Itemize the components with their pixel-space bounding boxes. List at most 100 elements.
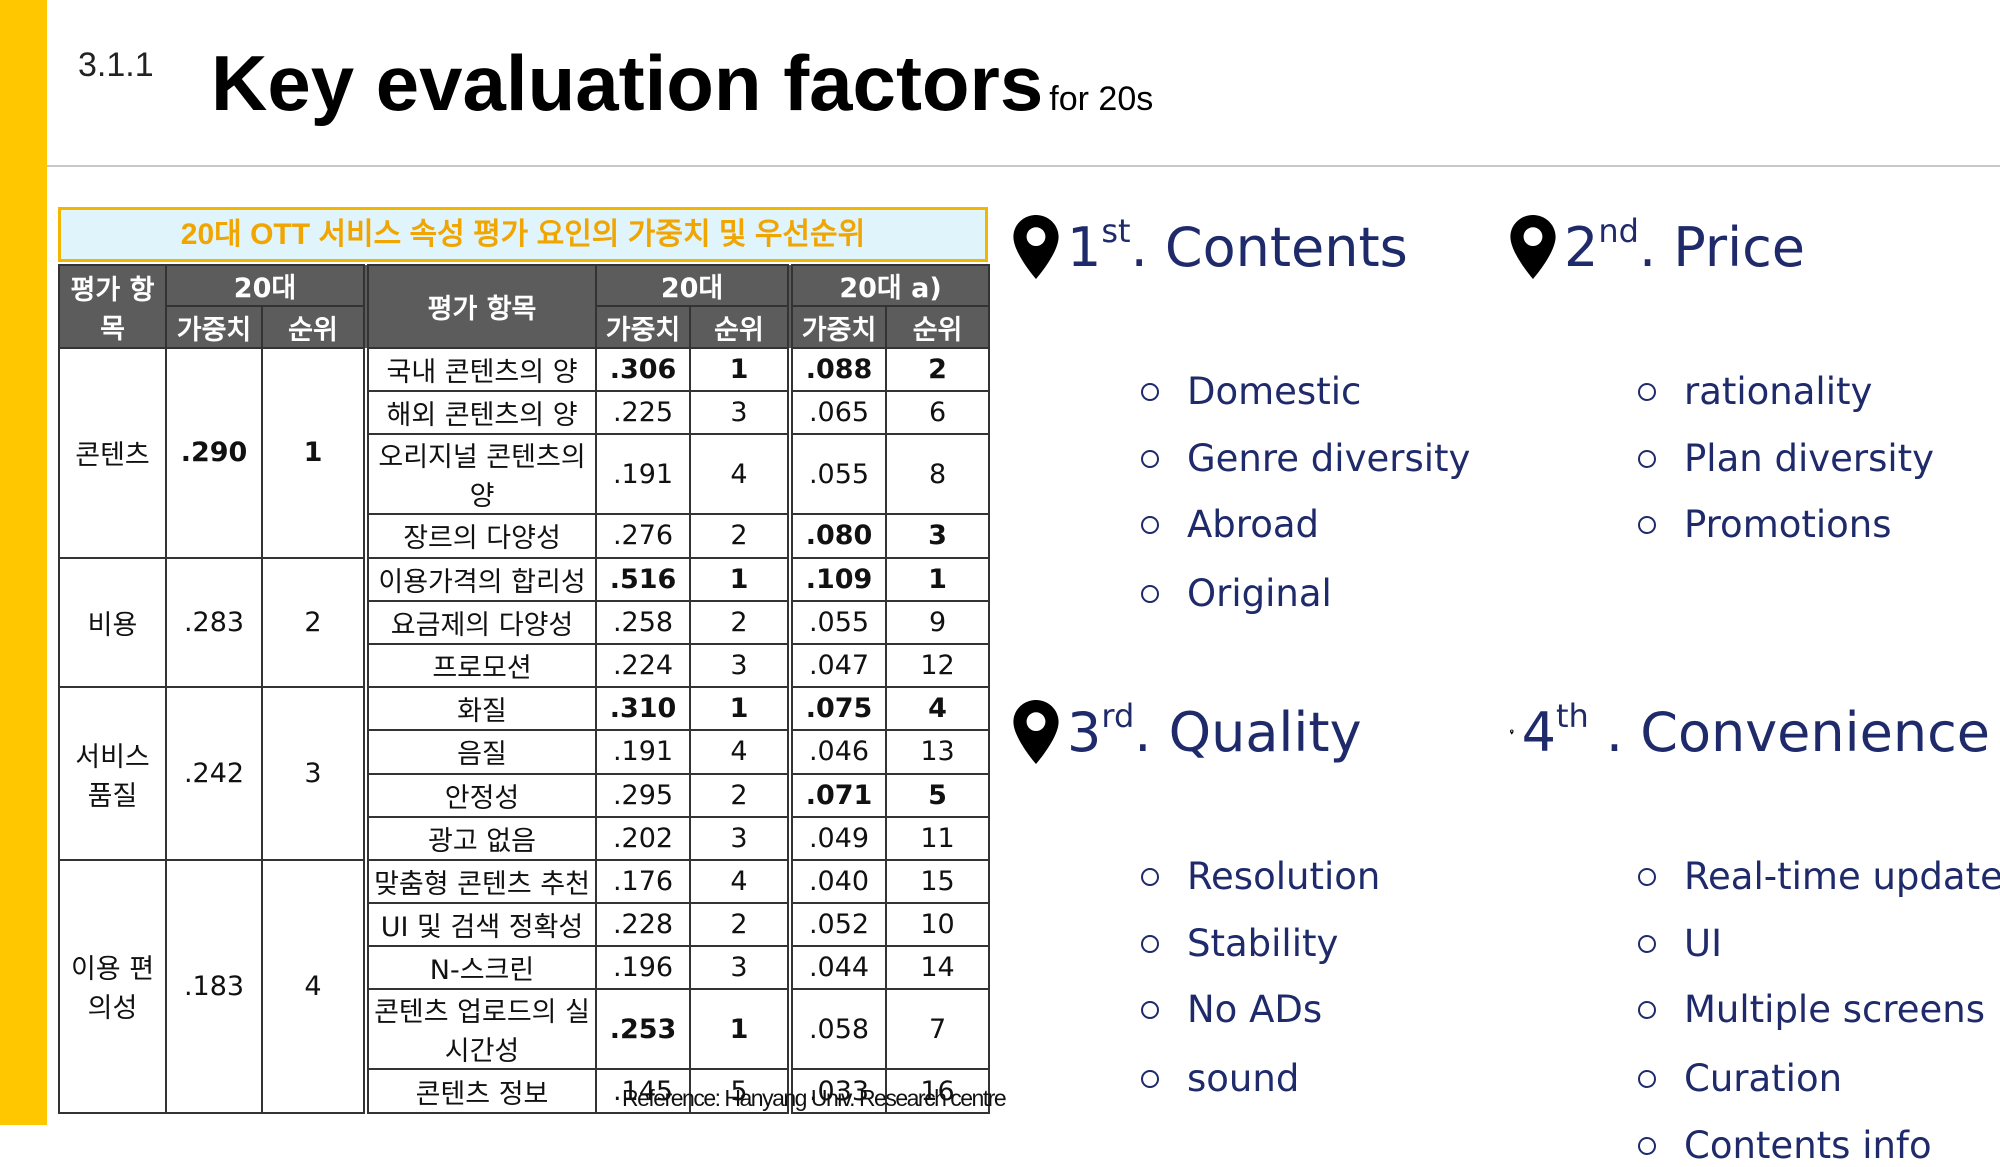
item-name: 오리지널 콘텐츠의 양 [363, 433, 598, 516]
hollow-circle-bullet-icon [1638, 382, 1656, 401]
item-weight: .276 [595, 513, 692, 559]
table-caption: 20대 OTT 서비스 속성 평가 요인의 가중치 및 우선순위 [58, 207, 988, 262]
item-global-rank: 11 [885, 815, 991, 861]
item-global-rank: 1 [885, 556, 991, 602]
item-global-weight: .055 [787, 599, 888, 645]
table-row: 음질 .191 4 .046 13 [59, 729, 991, 775]
item-name: N-스크린 [363, 945, 598, 991]
item-global-weight: .088 [787, 346, 888, 393]
group-name: 서비스 품질 [58, 686, 167, 861]
item-rank: 1 [689, 346, 792, 393]
hollow-circle-bullet-icon [1141, 584, 1159, 603]
list-item: UI [1638, 922, 1722, 965]
factor-price: 2nd. Price rationality Plan diversity Pr… [1510, 211, 1990, 546]
item-weight: .191 [595, 433, 692, 516]
item-global-weight: .109 [787, 556, 888, 602]
group-weight: .183 [165, 858, 263, 1114]
item-weight: .196 [595, 945, 692, 991]
list-item-label: Multiple screens [1684, 988, 1986, 1031]
list-item-label: Original [1187, 572, 1332, 615]
item-global-weight: .040 [787, 858, 888, 905]
factor-title: 3rd. Quality [1067, 697, 1362, 764]
group-rank: 1 [260, 347, 368, 559]
rank-number: 2 [1564, 215, 1599, 279]
item-global-rank: 8 [885, 433, 991, 516]
table-row: 안정성 .295 2 .071 5 [59, 772, 991, 818]
group-name: 비용 [58, 556, 167, 689]
item-name: 화질 [363, 686, 598, 732]
list-item-label: Abroad [1187, 503, 1319, 546]
hollow-circle-bullet-icon [1638, 449, 1656, 468]
item-rank: 2 [689, 599, 792, 645]
table-row: 요금제의 다양성 .258 2 .055 9 [59, 599, 991, 645]
rank-suffix: nd [1598, 211, 1639, 250]
rank-suffix: st [1101, 211, 1131, 250]
item-global-weight: .052 [787, 902, 888, 948]
table-row: UI 및 검색 정확성 .228 2 .052 10 [59, 902, 991, 948]
list-item: Domestic [1141, 370, 1361, 413]
table-row: N-스크린 .196 3 .044 14 [59, 945, 991, 991]
list-item-label: Plan diversity [1684, 437, 1935, 480]
list-item-label: sound [1187, 1057, 1300, 1100]
list-item-label: Real-time update [1684, 855, 2000, 898]
item-rank: 1 [689, 988, 792, 1071]
item-weight: .191 [595, 729, 692, 775]
table-row: 해외 콘텐츠의 양 .225 3 .065 6 [59, 390, 991, 436]
list-item-label: Contents info [1684, 1124, 1932, 1167]
hollow-circle-bullet-icon [1638, 867, 1656, 886]
group-weight: .283 [165, 556, 263, 689]
factor-contents: 1st. Contents Domestic Genre diversity A… [1013, 212, 1493, 615]
group-name: 이용 편의성 [58, 858, 167, 1114]
item-global-weight: .065 [787, 390, 888, 436]
item-name: 해외 콘텐츠의 양 [363, 390, 598, 436]
item-rank: 5 [689, 1068, 792, 1114]
list-item-label: Domestic [1187, 370, 1362, 413]
item-rank: 3 [689, 945, 792, 991]
table-row: 장르의 다양성 .276 2 .080 3 [59, 513, 991, 559]
rank-number: 3 [1067, 700, 1102, 764]
section-number: 3.1.1 [78, 46, 154, 84]
header-group-b: 20대 [595, 264, 792, 307]
factor-heading: 1st. Contents [1013, 212, 1493, 282]
table-row: 콘텐츠 업로드의 실시간성 .253 1 .058 7 [59, 988, 991, 1071]
rank-number: 4 [1521, 700, 1556, 764]
item-global-rank: 15 [885, 858, 991, 905]
item-rank: 2 [689, 772, 792, 818]
evaluation-table-panel: 20대 OTT 서비스 속성 평가 요인의 가중치 및 우선순위 평가 항목 2… [58, 207, 991, 1114]
item-name: 콘텐츠 정보 [363, 1068, 598, 1114]
group-rank: 3 [260, 686, 368, 861]
item-name: 안정성 [363, 772, 598, 818]
item-weight: .516 [595, 556, 692, 602]
factor-title: 4th . Convenience [1521, 697, 1990, 764]
list-item-label: No ADs [1187, 988, 1323, 1031]
hollow-circle-bullet-icon [1141, 449, 1159, 468]
factor-label: . Price [1638, 215, 1806, 279]
item-global-weight: .071 [787, 772, 888, 818]
item-name: 국내 콘텐츠의 양 [363, 346, 598, 393]
reference-note: Reference: Hanyang Univ. Research centre [622, 1085, 1007, 1111]
item-rank: 1 [689, 556, 792, 602]
group-weight: .242 [165, 686, 263, 861]
item-global-rank: 16 [885, 1068, 991, 1114]
header-divider [47, 165, 2000, 167]
item-rank: 2 [689, 513, 792, 559]
item-global-rank: 13 [885, 729, 991, 775]
item-global-rank: 3 [885, 513, 991, 559]
item-weight: .258 [595, 599, 692, 645]
list-item-label: Curation [1684, 1057, 1843, 1100]
factor-convenience: 4th . Convenience Real-time update UI Mu… [1510, 697, 2000, 1167]
item-rank: 4 [689, 433, 792, 516]
header-weight-c: 가중치 [787, 305, 888, 349]
factor-heading: 4th . Convenience [1510, 697, 1990, 767]
item-global-rank: 12 [885, 642, 991, 689]
map-pin-icon [1013, 215, 1059, 279]
header-item: 평가 항목 [363, 264, 598, 349]
list-item: Stability [1141, 922, 1338, 965]
hollow-circle-bullet-icon [1638, 1069, 1656, 1088]
hollow-circle-bullet-icon [1141, 382, 1159, 401]
list-item-label: Promotions [1684, 503, 1892, 546]
item-weight: .310 [595, 686, 692, 732]
hollow-circle-bullet-icon [1638, 934, 1656, 953]
list-item-label: UI [1684, 922, 1722, 965]
list-item: Original [1141, 572, 1332, 615]
